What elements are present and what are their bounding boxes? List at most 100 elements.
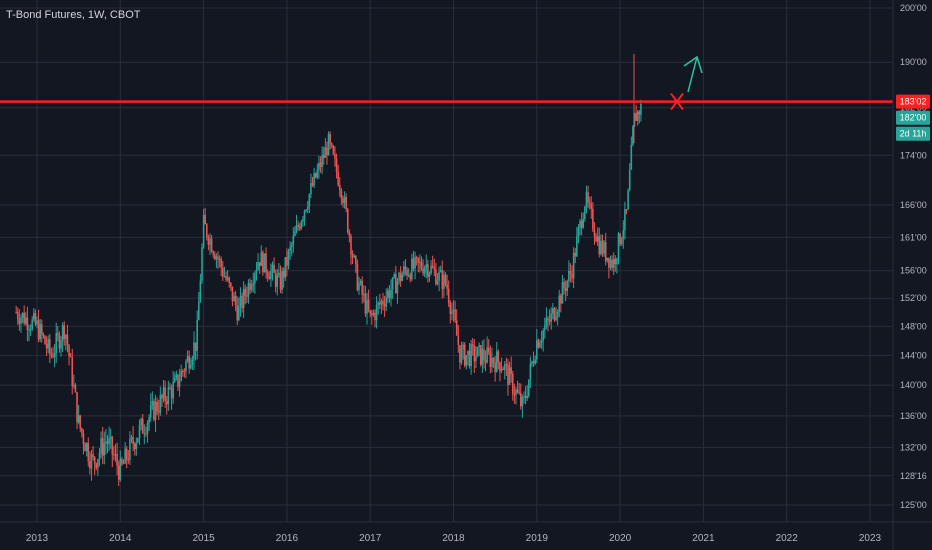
y-tick-label: 190'00 [900, 57, 927, 67]
candle-body [170, 388, 173, 399]
candle-body [330, 143, 333, 147]
candle-body [215, 256, 218, 260]
candle-body [454, 309, 456, 321]
candle-body [52, 355, 54, 358]
candle-body [564, 288, 567, 292]
candle-body [287, 251, 290, 266]
candle-body [276, 275, 279, 287]
candle-body [204, 215, 207, 225]
candle-body [438, 271, 440, 281]
candle-body [124, 448, 126, 464]
candle-body [183, 371, 186, 373]
x-tick-label: 2019 [526, 533, 549, 544]
candle-body [157, 411, 160, 413]
candle-body [640, 103, 642, 115]
candle-body [49, 339, 51, 354]
candle-body [145, 433, 147, 435]
candle-body [281, 270, 283, 290]
candle-body [539, 342, 541, 348]
candle-body [455, 320, 458, 336]
candle-body [41, 324, 43, 334]
candle-body [574, 252, 577, 257]
candle-body [324, 147, 327, 158]
candle-body [632, 126, 634, 145]
candle-body [292, 235, 295, 246]
candle-body [95, 463, 98, 468]
candle-body [463, 344, 466, 366]
candle-body [36, 320, 38, 325]
candle-body [467, 350, 469, 356]
candle-body [284, 257, 287, 278]
candle-body [380, 300, 383, 305]
x-tick-label: 2018 [442, 533, 465, 544]
candle-body [50, 353, 53, 356]
candle-body [31, 319, 33, 330]
candle-body [521, 396, 524, 407]
candle-body [532, 361, 535, 364]
candle-body [244, 288, 247, 296]
candle-body [247, 283, 250, 297]
candle-body [552, 308, 554, 314]
candle-body [556, 311, 559, 317]
candle-body [396, 281, 399, 294]
candle-body [55, 333, 58, 353]
candle-body [47, 339, 50, 349]
candle-body [372, 312, 375, 316]
candle-body [545, 318, 548, 327]
candle-body [614, 258, 617, 265]
x-tick-label: 2021 [692, 533, 715, 544]
candle-body [608, 257, 610, 268]
candle-body [576, 236, 578, 257]
time-axis[interactable]: 2013 2014 2015 2016 2017 2018 2019 2020 2021 2022… [26, 533, 882, 544]
candle-body [566, 280, 569, 292]
candle-body [390, 289, 392, 299]
candle-body [32, 313, 35, 320]
candle-body [346, 209, 349, 233]
candle-body [34, 313, 37, 325]
candle-body [119, 458, 122, 480]
candle-body [630, 144, 633, 170]
candle-body [20, 317, 22, 324]
candle-body [536, 340, 538, 360]
candle-body [350, 236, 352, 255]
candle-body [459, 345, 461, 363]
candle-body [444, 274, 447, 285]
candle-body [592, 208, 594, 230]
candle-body [358, 283, 360, 291]
candle-body [306, 206, 309, 210]
candle-body [278, 272, 280, 276]
candle-body [604, 242, 607, 261]
last-price-tag-bg [896, 110, 930, 125]
y-tick-label: 144'00 [900, 350, 927, 360]
candle-body [271, 264, 274, 272]
candle-body [484, 359, 487, 363]
candle-body [460, 349, 463, 363]
candle-body [178, 380, 181, 387]
y-tick-label: 136'00 [900, 411, 927, 421]
candle-body [310, 183, 312, 195]
candle-body [21, 312, 24, 318]
candle-body [497, 351, 500, 363]
candle-body [401, 274, 404, 281]
rejection-cross-stroke [670, 92, 684, 111]
candle-body [169, 387, 171, 389]
candle-body [628, 169, 631, 191]
candle-body [149, 404, 152, 418]
candle-body [568, 270, 570, 281]
candle-body [252, 283, 255, 286]
candle-body [233, 295, 235, 302]
candle-body [547, 318, 549, 320]
candle-body [625, 209, 628, 211]
candle-body [588, 202, 591, 204]
candle-body [98, 452, 101, 460]
candle-body [246, 295, 248, 297]
candle-body [117, 465, 120, 480]
candle-body [441, 270, 444, 289]
candles [15, 53, 642, 486]
candle-body [143, 433, 146, 435]
candle-body [84, 444, 86, 452]
candle-body [199, 280, 202, 302]
candle-body [531, 361, 533, 364]
candle-body [465, 355, 468, 366]
